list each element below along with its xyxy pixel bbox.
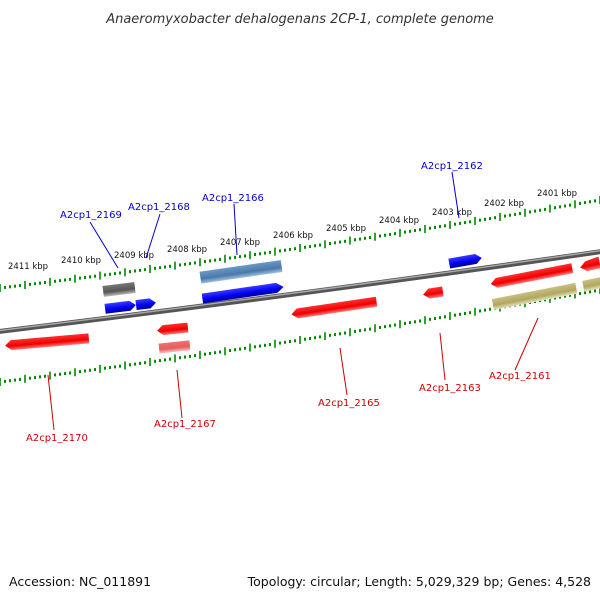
scale-label: 2403 kbp bbox=[432, 208, 472, 218]
scale-label: 2402 kbp bbox=[484, 199, 524, 209]
gene-label[interactable]: A2cp1_2161 bbox=[489, 371, 551, 382]
gene-feature[interactable] bbox=[448, 253, 482, 269]
scale-label: 2401 kbp bbox=[537, 189, 577, 199]
gene-feature[interactable] bbox=[291, 296, 378, 320]
gene-label[interactable]: A2cp1_2167 bbox=[154, 419, 216, 430]
minus-gene-labels: A2cp1_2170 A2cp1_2167 A2cp1_2165 A2cp1_2… bbox=[26, 371, 551, 444]
scale-label: 2410 kbp bbox=[61, 256, 101, 266]
gene-label[interactable]: A2cp1_2169 bbox=[60, 210, 122, 221]
scale-label: 2407 kbp bbox=[220, 238, 260, 248]
gene-feature[interactable] bbox=[199, 260, 283, 284]
gene-feature[interactable] bbox=[582, 276, 600, 292]
gene-label[interactable]: A2cp1_2170 bbox=[26, 433, 88, 444]
gene-label[interactable]: A2cp1_2166 bbox=[202, 193, 264, 204]
scale-label: 2406 kbp bbox=[273, 231, 313, 241]
gene-feature[interactable] bbox=[157, 322, 189, 336]
plus-gene-labels: A2cp1_2169 A2cp1_2168 A2cp1_2166 A2cp1_2… bbox=[60, 161, 483, 221]
accession-text: Accession: NC_011891 bbox=[9, 574, 151, 589]
gene-label[interactable]: A2cp1_2165 bbox=[318, 398, 380, 409]
plus-strand-features bbox=[102, 253, 600, 314]
scale-label: 2411 kbp bbox=[8, 262, 48, 272]
gene-feature[interactable] bbox=[201, 282, 285, 304]
gene-feature[interactable] bbox=[579, 256, 600, 272]
gene-feature[interactable] bbox=[490, 263, 574, 289]
gene-label[interactable]: A2cp1_2162 bbox=[421, 161, 483, 172]
outer-scale-ticks bbox=[0, 196, 600, 292]
gene-feature[interactable] bbox=[158, 340, 191, 354]
gene-feature[interactable] bbox=[135, 298, 156, 311]
genome-backbone bbox=[0, 249, 600, 334]
scale-label: 2408 kbp bbox=[167, 245, 207, 255]
genome-summary-text: Topology: circular; Length: 5,029,329 bp… bbox=[247, 574, 591, 589]
scale-labels: 2411 kbp 2410 kbp 2409 kbp 2408 kbp 2407… bbox=[8, 189, 577, 272]
gene-feature[interactable] bbox=[5, 333, 90, 351]
gene-feature[interactable] bbox=[491, 282, 578, 310]
gene-label[interactable]: A2cp1_2163 bbox=[419, 383, 481, 394]
gene-feature[interactable] bbox=[104, 300, 137, 314]
genome-title: Anaeromyxobacter dehalogenans 2CP-1, com… bbox=[105, 12, 494, 27]
gene-feature[interactable] bbox=[422, 286, 444, 299]
gene-label[interactable]: A2cp1_2168 bbox=[128, 202, 190, 213]
scale-label: 2409 kbp bbox=[114, 251, 154, 261]
leader-lines bbox=[47, 171, 539, 431]
scale-label: 2405 kbp bbox=[326, 224, 366, 234]
minus-strand-features bbox=[5, 276, 600, 354]
scale-label: 2404 kbp bbox=[379, 216, 419, 226]
genome-backbone-highlight bbox=[0, 250, 600, 332]
gene-feature[interactable] bbox=[102, 282, 136, 297]
